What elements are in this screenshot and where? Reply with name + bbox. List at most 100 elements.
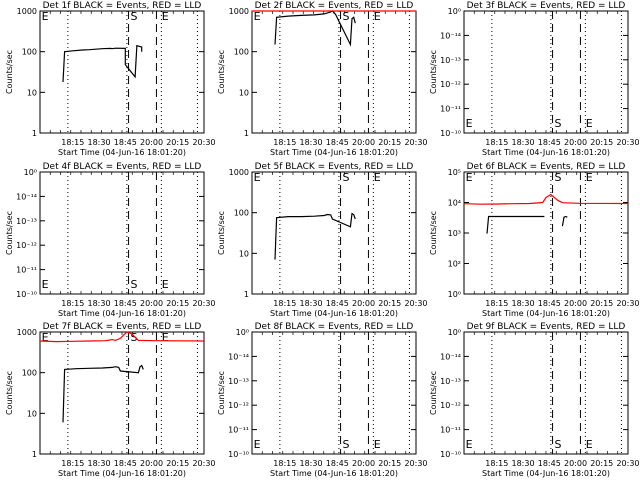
x-tick-label: 20:30 [192,459,215,468]
x-tick-label: 18:15 [273,299,296,308]
x-tick-label: 20:30 [404,459,427,468]
y-tick-label: 10⁻¹³ [16,217,37,226]
y-tick-label: 10 [239,249,249,258]
x-tick-label: 18:45 [114,138,137,147]
x-axis-title: Start Time (04-Jun-16 18:01:20) [482,469,610,478]
y-tick-label: 10⁻¹¹ [440,105,461,114]
x-tick-label: 20:15 [378,138,401,147]
end-marker: E [42,331,49,344]
x-tick-label: 20:00 [352,299,375,308]
x-axis-title: Start Time (04-Jun-16 18:01:20) [270,469,398,478]
y-tick-label: 10⁻¹⁴ [16,192,37,201]
start-marker: S [555,117,562,130]
y-tick-label: 10⁻¹² [440,401,461,410]
y-tick-label: 1000 [17,7,37,16]
y-tick-label: 10⁰ [236,328,249,337]
x-tick-label: 18:45 [114,459,137,468]
y-tick-label: 10⁵ [448,168,461,177]
y-tick-label: 10⁻¹⁴ [440,31,461,40]
end-marker: E [466,438,473,451]
end-marker: E [586,171,593,184]
x-tick-label: 18:45 [114,299,137,308]
x-tick-label: 20:00 [140,299,163,308]
detector-panel-2: Det 2f BLACK = Events, RED = LLD 1 10 100 10… [217,1,428,157]
x-tick-label: 20:15 [590,299,613,308]
lld-series-line [463,193,629,205]
y-axis-title: Counts/sec [217,50,226,94]
x-tick-label: 18:15 [61,459,84,468]
end-marker: E [374,438,381,451]
panel-title: Det 1f BLACK = Events, RED = LLD [43,1,202,11]
y-tick-label: 1000 [229,168,249,177]
x-tick-label: 18:30 [300,138,323,147]
detector-panel-9: Det 9f BLACK = Events, RED = LLD 10⁻¹⁰ 10⁻… [429,322,640,478]
y-tick-label: 1 [244,290,249,299]
events-series-line [486,215,545,234]
x-tick-label: 18:15 [273,138,296,147]
x-tick-label: 18:45 [326,459,349,468]
y-tick-label: 10⁻¹¹ [16,266,37,275]
x-axis-title: Start Time (04-Jun-16 18:01:20) [482,309,610,318]
y-tick-label: 10⁻¹² [16,241,37,250]
x-tick-label: 18:15 [485,459,508,468]
lld-series-line [39,331,205,343]
y-tick-label: 10⁻¹¹ [228,426,249,435]
x-tick-label: 20:15 [166,299,189,308]
panel-title: Det 4f BLACK = Events, RED = LLD [43,162,202,172]
plot-frame [463,171,629,295]
x-tick-label: 18:45 [538,138,561,147]
y-tick-label: 10⁰ [448,7,461,16]
events-series-line [62,44,143,83]
detector-panel-4: Det 4f BLACK = Events, RED = LLD 10⁻¹⁰ 10⁻… [5,162,216,318]
y-tick-label: 10⁻¹⁰ [440,129,461,138]
x-tick-label: 20:15 [590,138,613,147]
y-axis-title: Counts/sec [429,211,438,255]
start-marker: S [555,171,562,184]
y-tick-label: 10⁻¹⁰ [228,450,249,459]
y-tick-label: 10⁻¹² [440,80,461,89]
end-marker: E [42,278,49,291]
x-tick-label: 18:30 [512,299,535,308]
panel-title: Det 5f BLACK = Events, RED = LLD [255,162,414,172]
end-marker: E [254,10,261,23]
y-tick-label: 100 [234,48,249,57]
x-tick-label: 20:00 [352,459,375,468]
x-tick-label: 18:45 [538,459,561,468]
y-tick-label: 10³ [448,229,461,238]
x-axis-title: Start Time (04-Jun-16 18:01:20) [270,148,398,157]
x-tick-label: 18:15 [61,299,84,308]
x-axis-title: Start Time (04-Jun-16 18:01:20) [482,148,610,157]
y-tick-label: 100 [234,209,249,218]
detector-panel-6: Det 6f BLACK = Events, RED = LLD 10⁰ 10² 10… [429,162,640,318]
plot-frame [251,331,417,455]
plot-frame [39,10,205,134]
x-tick-label: 20:00 [564,299,587,308]
x-tick-label: 20:15 [166,459,189,468]
y-tick-label: 10⁻¹³ [440,377,461,386]
x-tick-label: 18:15 [485,138,508,147]
detector-panel-1: Det 1f BLACK = Events, RED = LLD 1 10 100 10… [5,1,216,157]
y-tick-label: 10⁻¹⁴ [228,352,249,361]
x-axis-title: Start Time (04-Jun-16 18:01:20) [58,469,186,478]
x-tick-label: 18:15 [61,138,84,147]
end-marker: E [162,10,169,23]
panel-title: Det 8f BLACK = Events, RED = LLD [255,322,414,332]
x-tick-label: 18:30 [300,299,323,308]
y-axis-title: Counts/sec [5,371,14,415]
y-tick-label: 10⁰ [448,290,461,299]
y-tick-label: 10⁻¹³ [440,56,461,65]
y-axis-title: Counts/sec [217,211,226,255]
x-tick-label: 18:45 [538,299,561,308]
detector-panel-5: Det 5f BLACK = Events, RED = LLD 1 10 100 10… [217,162,428,318]
x-tick-label: 18:15 [273,459,296,468]
x-tick-label: 20:15 [590,459,613,468]
x-tick-label: 18:45 [326,138,349,147]
y-tick-label: 10⁻¹⁰ [16,290,37,299]
x-tick-label: 20:30 [616,459,639,468]
end-marker: E [586,117,593,130]
panel-title: Det 2f BLACK = Events, RED = LLD [255,1,414,11]
y-tick-label: 100 [22,369,37,378]
y-axis-title: Counts/sec [429,50,438,94]
y-tick-label: 1000 [229,7,249,16]
start-marker: S [343,438,350,451]
